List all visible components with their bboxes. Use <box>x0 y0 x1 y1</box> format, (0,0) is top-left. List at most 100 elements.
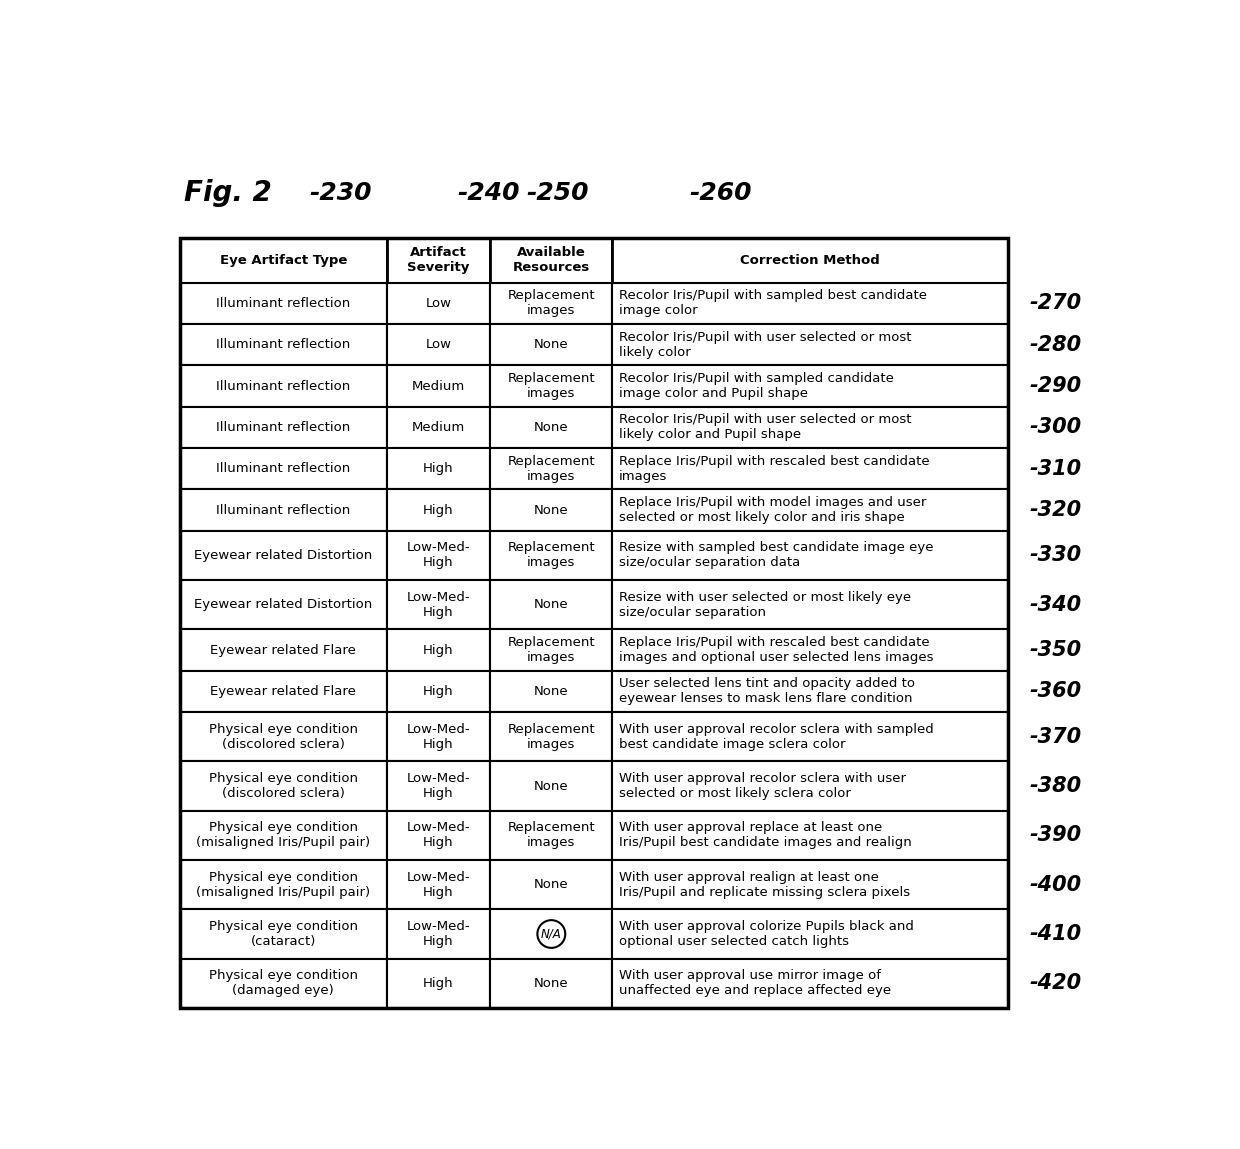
Text: -310: -310 <box>1029 458 1081 479</box>
Text: -250: -250 <box>527 182 589 206</box>
Bar <box>180 448 387 489</box>
Bar <box>387 861 490 909</box>
Text: -320: -320 <box>1029 500 1081 520</box>
Bar <box>613 238 1007 283</box>
Bar <box>180 712 387 762</box>
Bar <box>180 365 387 407</box>
Text: Illuminant reflection: Illuminant reflection <box>216 421 351 434</box>
Text: Low-Med-
High: Low-Med- High <box>407 723 470 750</box>
Text: Replacement
images: Replacement images <box>507 290 595 317</box>
Circle shape <box>537 920 565 948</box>
Text: High: High <box>423 462 454 476</box>
Bar <box>387 762 490 811</box>
Bar <box>613 580 1007 630</box>
Bar <box>180 630 387 671</box>
Text: Eyewear related Distortion: Eyewear related Distortion <box>195 599 372 611</box>
Bar <box>387 448 490 489</box>
Text: Eyewear related Distortion: Eyewear related Distortion <box>195 549 372 562</box>
Text: Replacement
images: Replacement images <box>507 541 595 570</box>
Text: High: High <box>423 643 454 656</box>
Bar <box>490 489 613 531</box>
Text: Physical eye condition
(misaligned Iris/Pupil pair): Physical eye condition (misaligned Iris/… <box>196 871 371 899</box>
Text: Recolor Iris/Pupil with sampled candidate
image color and Pupil shape: Recolor Iris/Pupil with sampled candidat… <box>619 372 894 400</box>
Text: -330: -330 <box>1029 546 1081 565</box>
Text: With user approval colorize Pupils black and
optional user selected catch lights: With user approval colorize Pupils black… <box>619 920 914 948</box>
Bar <box>387 958 490 1008</box>
Bar <box>490 365 613 407</box>
Bar <box>613 448 1007 489</box>
Text: With user approval recolor sclera with user
selected or most likely sclera color: With user approval recolor sclera with u… <box>619 772 905 800</box>
Text: With user approval use mirror image of
unaffected eye and replace affected eye: With user approval use mirror image of u… <box>619 970 890 997</box>
Bar <box>490 531 613 580</box>
Text: -410: -410 <box>1029 924 1081 944</box>
Text: -270: -270 <box>1029 293 1081 314</box>
Text: Low-Med-
High: Low-Med- High <box>407 772 470 800</box>
Bar <box>490 580 613 630</box>
Bar <box>490 762 613 811</box>
Text: -390: -390 <box>1029 825 1081 846</box>
Text: Replacement
images: Replacement images <box>507 822 595 849</box>
Bar <box>613 283 1007 324</box>
Text: -300: -300 <box>1029 417 1081 438</box>
Bar <box>490 630 613 671</box>
Text: -350: -350 <box>1029 640 1081 660</box>
Bar <box>387 238 490 283</box>
Text: Resize with sampled best candidate image eye
size/ocular separation data: Resize with sampled best candidate image… <box>619 541 934 570</box>
Bar <box>613 365 1007 407</box>
Text: Replace Iris/Pupil with rescaled best candidate
images and optional user selecte: Replace Iris/Pupil with rescaled best ca… <box>619 637 934 664</box>
Bar <box>490 958 613 1008</box>
Bar <box>180 811 387 861</box>
Text: Available
Resources: Available Resources <box>512 246 590 275</box>
Bar <box>180 958 387 1008</box>
Text: Recolor Iris/Pupil with user selected or most
likely color and Pupil shape: Recolor Iris/Pupil with user selected or… <box>619 414 911 441</box>
Bar <box>387 531 490 580</box>
Bar <box>490 671 613 712</box>
Text: Low-Med-
High: Low-Med- High <box>407 541 470 570</box>
Text: Eyewear related Flare: Eyewear related Flare <box>211 643 356 656</box>
Text: -380: -380 <box>1029 776 1081 796</box>
Text: Fig. 2: Fig. 2 <box>185 179 273 207</box>
Text: Replace Iris/Pupil with model images and user
selected or most likely color and : Replace Iris/Pupil with model images and… <box>619 496 926 524</box>
Bar <box>613 861 1007 909</box>
Text: Replacement
images: Replacement images <box>507 637 595 664</box>
Bar <box>387 283 490 324</box>
Bar <box>180 407 387 448</box>
Bar <box>180 283 387 324</box>
Text: Illuminant reflection: Illuminant reflection <box>216 503 351 517</box>
Text: Physical eye condition
(damaged eye): Physical eye condition (damaged eye) <box>208 970 358 997</box>
Text: None: None <box>534 977 569 989</box>
Text: Low: Low <box>425 338 451 352</box>
Bar <box>490 283 613 324</box>
Text: None: None <box>534 599 569 611</box>
Bar <box>490 407 613 448</box>
Text: -280: -280 <box>1029 334 1081 355</box>
Bar <box>490 324 613 365</box>
Bar <box>387 365 490 407</box>
Text: Replacement
images: Replacement images <box>507 455 595 483</box>
Text: -290: -290 <box>1029 376 1081 396</box>
Bar <box>490 448 613 489</box>
Text: User selected lens tint and opacity added to
eyewear lenses to mask lens flare c: User selected lens tint and opacity adde… <box>619 678 915 705</box>
Text: Eyewear related Flare: Eyewear related Flare <box>211 685 356 697</box>
Text: Low-Med-
High: Low-Med- High <box>407 871 470 899</box>
Text: Low-Med-
High: Low-Med- High <box>407 591 470 619</box>
Bar <box>613 712 1007 762</box>
Bar <box>180 580 387 630</box>
Text: Illuminant reflection: Illuminant reflection <box>216 338 351 352</box>
Text: High: High <box>423 503 454 517</box>
Text: N/A: N/A <box>541 927 562 941</box>
Text: High: High <box>423 977 454 989</box>
Text: Replacement
images: Replacement images <box>507 372 595 400</box>
Bar <box>490 238 613 283</box>
Text: Medium: Medium <box>412 379 465 393</box>
Bar <box>180 238 1007 1008</box>
Text: -240: -240 <box>458 182 520 206</box>
Text: -360: -360 <box>1029 681 1081 701</box>
Text: Recolor Iris/Pupil with user selected or most
likely color: Recolor Iris/Pupil with user selected or… <box>619 331 911 358</box>
Text: With user approval realign at least one
Iris/Pupil and replicate missing sclera : With user approval realign at least one … <box>619 871 910 899</box>
Text: Resize with user selected or most likely eye
size/ocular separation: Resize with user selected or most likely… <box>619 591 911 619</box>
Text: None: None <box>534 338 569 352</box>
Bar <box>180 324 387 365</box>
Text: None: None <box>534 878 569 892</box>
Text: Eye Artifact Type: Eye Artifact Type <box>219 254 347 267</box>
